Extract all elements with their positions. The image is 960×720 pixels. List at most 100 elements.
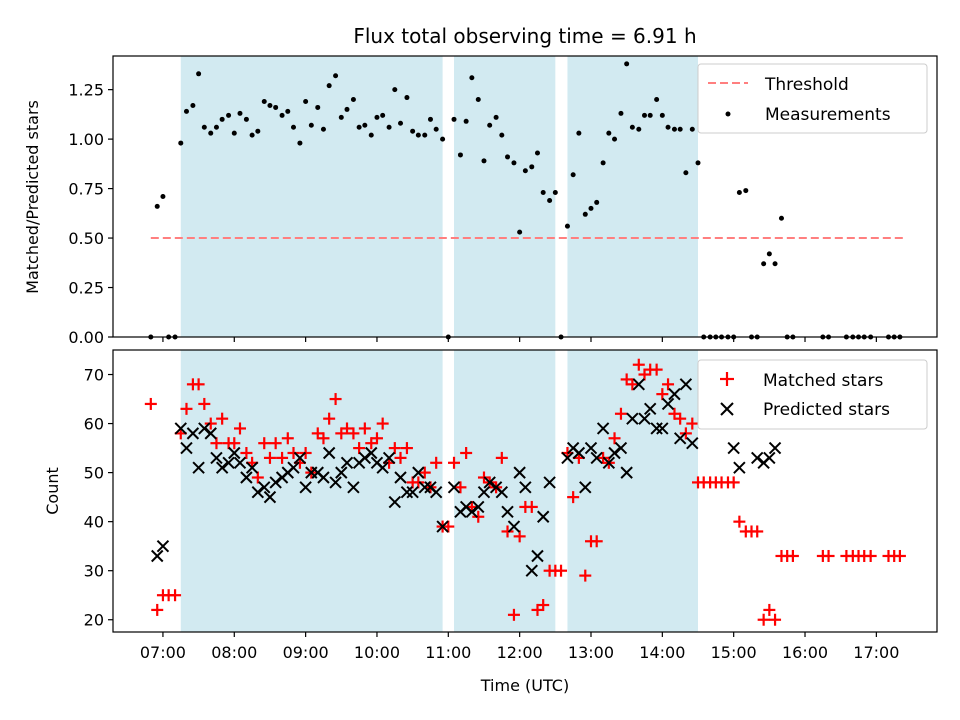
y-tick-label: 1.25 bbox=[68, 81, 104, 100]
predicted-star-point bbox=[335, 466, 348, 479]
predicted-star-point bbox=[269, 476, 282, 489]
matched-star-point bbox=[656, 388, 669, 401]
measurement-point bbox=[433, 126, 439, 132]
predicted-star-point bbox=[436, 520, 449, 533]
bottom-y-axis-label: Count bbox=[43, 467, 62, 515]
measurement-point bbox=[677, 126, 683, 132]
matched-star-point bbox=[555, 564, 568, 577]
chart-title: Flux total observing time = 6.91 h bbox=[353, 24, 696, 48]
legend-predicted-label: Predicted stars bbox=[763, 400, 890, 420]
shaded-interval-1 bbox=[454, 350, 556, 632]
bottom-plot-frame bbox=[112, 349, 938, 633]
shaded-interval-1 bbox=[454, 56, 556, 337]
bottom-x-ticks: 07:00 08:00 09:00 10:00 11:00 12:00 13:00 14:00… bbox=[140, 632, 899, 662]
measurement-point bbox=[410, 128, 416, 134]
measurement-point bbox=[249, 132, 255, 138]
matched-star-point bbox=[751, 525, 764, 538]
measurement-point bbox=[160, 194, 166, 199]
measurement-point bbox=[326, 83, 332, 89]
predicted-star-point bbox=[240, 471, 253, 484]
predicted-star-point bbox=[572, 446, 586, 460]
measurement-point bbox=[285, 108, 291, 114]
matched-star-point bbox=[757, 613, 770, 626]
predicted-star-point bbox=[751, 451, 764, 465]
measurement-point bbox=[772, 261, 778, 267]
x-tick-label: 09:00 bbox=[283, 643, 329, 662]
predicted-star-point bbox=[590, 451, 603, 465]
predicted-star-point bbox=[626, 412, 639, 425]
matched-star-point bbox=[674, 412, 687, 425]
measurement-point bbox=[308, 122, 314, 128]
matched-star-point bbox=[537, 599, 550, 612]
measurement-point bbox=[374, 114, 380, 120]
matched-star-point bbox=[614, 407, 627, 420]
predicted-star-point bbox=[650, 422, 663, 435]
measurement-point bbox=[736, 190, 742, 196]
measurement-point bbox=[404, 95, 410, 101]
matched-star-point bbox=[198, 397, 211, 410]
predicted-star-point bbox=[638, 412, 651, 425]
predicted-star-point bbox=[322, 446, 336, 460]
measurement-point bbox=[778, 215, 784, 221]
y-tick-label: 20 bbox=[84, 611, 104, 630]
predicted-star-point bbox=[299, 481, 312, 494]
measurement-point bbox=[261, 99, 267, 105]
top-shaded-intervals bbox=[180, 56, 699, 337]
measurement-point bbox=[196, 71, 202, 77]
matched-star-point bbox=[525, 500, 538, 513]
y-tick-label: 0.75 bbox=[68, 180, 104, 199]
shaded-interval-2 bbox=[567, 350, 699, 632]
predicted-star-point bbox=[536, 510, 550, 523]
matched-star-point bbox=[632, 358, 645, 371]
predicted-star-point bbox=[632, 378, 645, 391]
predicted-star-point bbox=[507, 520, 521, 533]
matched-star-point bbox=[240, 446, 253, 459]
bottom-legend-box bbox=[697, 359, 928, 430]
x-tick-label: 14:00 bbox=[639, 643, 685, 662]
matched-star-point bbox=[233, 422, 246, 435]
predicted-star-point bbox=[614, 441, 628, 455]
measurement-point bbox=[766, 251, 772, 257]
predicted-star-point bbox=[365, 446, 378, 460]
measurement-point bbox=[422, 132, 428, 138]
predicted-star-point bbox=[643, 402, 657, 416]
top-x-ticks bbox=[162, 337, 877, 342]
x-tick-label: 08:00 bbox=[211, 643, 257, 662]
predicted-star-point bbox=[376, 461, 389, 474]
predicted-star-point bbox=[495, 486, 509, 499]
bottom-panel: 20 30 40 50 60 70 07:00 08:00 09:00 10:00 11:00 12… bbox=[43, 349, 938, 695]
shaded-interval-0 bbox=[180, 56, 443, 337]
matched-star-point bbox=[394, 451, 407, 464]
matched-star-point bbox=[418, 466, 431, 479]
predicted-star-point bbox=[447, 481, 461, 494]
measurement-point bbox=[671, 126, 677, 132]
measurement-point bbox=[654, 97, 660, 103]
matched-star-point bbox=[276, 451, 289, 464]
y-tick-label: 50 bbox=[84, 464, 104, 483]
predicted-star-point bbox=[258, 481, 271, 494]
predicted-star-point bbox=[263, 490, 277, 504]
matched-stars-points bbox=[144, 358, 906, 626]
x-tick-label: 16:00 bbox=[782, 643, 828, 662]
x-tick-label: 17:00 bbox=[853, 643, 899, 662]
measurement-point bbox=[540, 190, 546, 196]
measurement-point bbox=[487, 122, 493, 128]
top-panel: 0.00 0.25 0.50 0.75 1.00 1.25 Matched/Predict… bbox=[23, 55, 938, 347]
measurement-point bbox=[511, 160, 517, 166]
predicted-star-point bbox=[418, 481, 431, 494]
predicted-star-point bbox=[204, 427, 217, 440]
predicted-star-point bbox=[733, 461, 746, 474]
predicted-star-point bbox=[174, 422, 187, 435]
measurement-point bbox=[475, 97, 481, 103]
predicted-star-point bbox=[608, 446, 621, 460]
y-tick-label: 0.00 bbox=[68, 328, 104, 347]
matched-star-point bbox=[864, 549, 877, 562]
predicted-star-point bbox=[180, 441, 193, 455]
measurement-point bbox=[761, 261, 767, 267]
measurement-point bbox=[683, 170, 689, 176]
matched-star-point bbox=[180, 402, 193, 415]
measurement-point bbox=[493, 114, 499, 120]
measurement-point bbox=[624, 61, 630, 67]
bottom-y-ticks: 20 30 40 50 60 70 bbox=[84, 366, 113, 630]
